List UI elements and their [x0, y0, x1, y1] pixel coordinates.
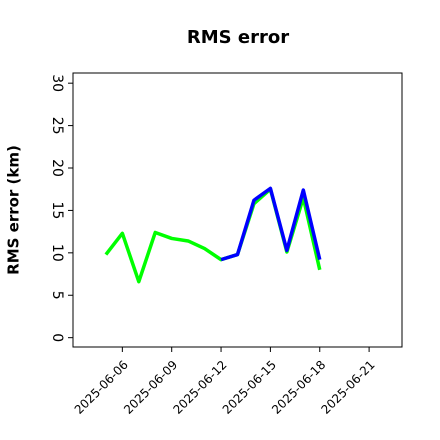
plot-frame: [72, 72, 403, 348]
y-tick-label: 0: [49, 333, 65, 342]
y-tick-label: 25: [49, 117, 65, 135]
y-tick-label: 30: [49, 74, 65, 92]
x-tick-label: 2025-06-21: [318, 358, 377, 417]
data-line: [104, 187, 322, 284]
data-line: [220, 186, 322, 262]
y-tick-label: 20: [49, 159, 65, 177]
y-axis-label: RMS error (km): [5, 145, 23, 275]
chart-title: RMS error: [187, 27, 289, 48]
y-tick-label: 15: [49, 202, 65, 220]
y-tick-label: 10: [49, 244, 65, 262]
y-tick-label: 5: [49, 291, 65, 300]
